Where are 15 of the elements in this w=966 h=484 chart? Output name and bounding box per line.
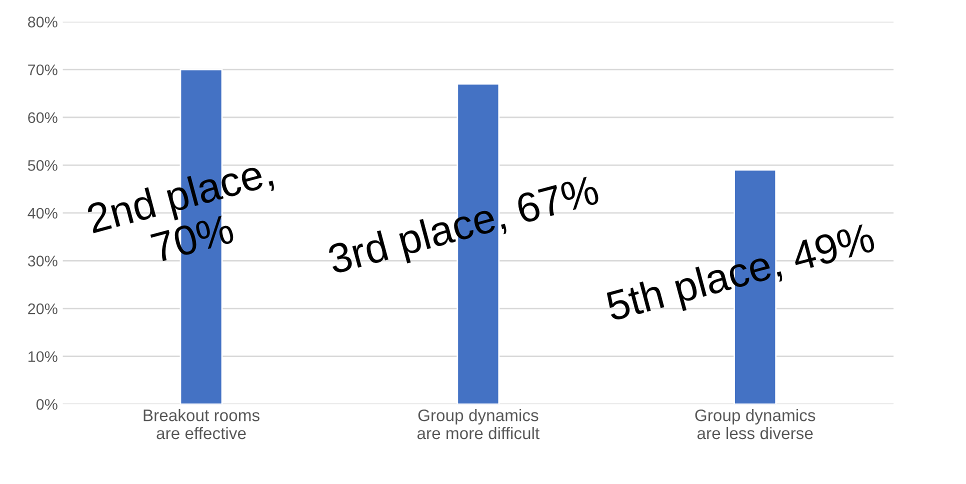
data-label: 2nd place, 70% [86, 156, 276, 263]
y-tick-label: 20% [28, 303, 58, 314]
data-label: 3rd place, 67% [326, 174, 602, 282]
x-tick-label: Group dynamics are more difficult [417, 409, 540, 440]
y-tick-label: 70% [28, 64, 58, 76]
y-tick-label: 40% [28, 208, 58, 219]
y-tick-label: 80% [28, 16, 58, 28]
x-tick-label: Breakout rooms are effective [144, 409, 260, 440]
y-tick-label: 30% [28, 256, 58, 266]
y-tick-label: 10% [28, 351, 58, 362]
data-label: 5th place, 49% [604, 221, 878, 330]
y-tick-label: 0% [36, 399, 58, 410]
y-tick-label: 60% [28, 112, 58, 124]
x-tick-label: Group dynamics are less diverse [695, 409, 816, 440]
y-tick-label: 50% [28, 160, 58, 171]
